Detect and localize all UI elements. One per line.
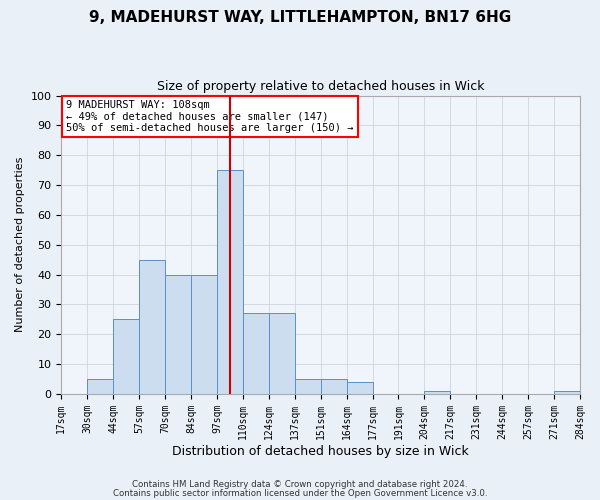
X-axis label: Distribution of detached houses by size in Wick: Distribution of detached houses by size … — [172, 444, 469, 458]
Bar — [269, 314, 295, 394]
Title: Size of property relative to detached houses in Wick: Size of property relative to detached ho… — [157, 80, 484, 93]
Bar — [113, 320, 139, 394]
Bar — [347, 382, 373, 394]
Bar — [217, 170, 243, 394]
Bar — [139, 260, 165, 394]
Bar — [295, 379, 320, 394]
Y-axis label: Number of detached properties: Number of detached properties — [15, 157, 25, 332]
Bar — [191, 274, 217, 394]
Text: Contains HM Land Registry data © Crown copyright and database right 2024.: Contains HM Land Registry data © Crown c… — [132, 480, 468, 489]
Bar — [165, 274, 191, 394]
Text: 9, MADEHURST WAY, LITTLEHAMPTON, BN17 6HG: 9, MADEHURST WAY, LITTLEHAMPTON, BN17 6H… — [89, 10, 511, 25]
Bar — [320, 379, 347, 394]
Bar — [554, 391, 580, 394]
Text: Contains public sector information licensed under the Open Government Licence v3: Contains public sector information licen… — [113, 489, 487, 498]
Bar — [87, 379, 113, 394]
Bar — [243, 314, 269, 394]
Text: 9 MADEHURST WAY: 108sqm
← 49% of detached houses are smaller (147)
50% of semi-d: 9 MADEHURST WAY: 108sqm ← 49% of detache… — [67, 100, 354, 133]
Bar — [424, 391, 451, 394]
